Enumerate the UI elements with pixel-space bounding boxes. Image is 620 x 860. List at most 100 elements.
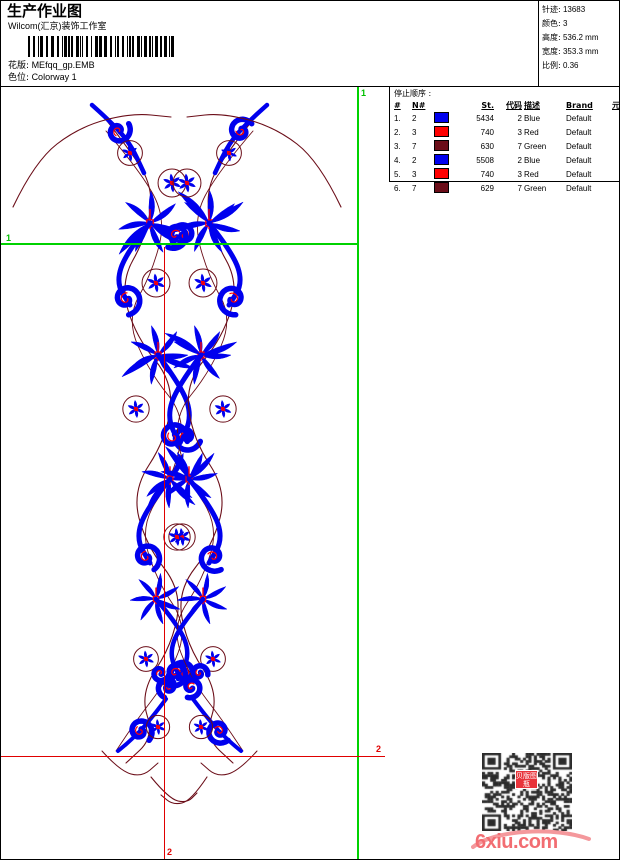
cell-description: Blue <box>524 114 541 123</box>
cell-description: Green <box>524 142 547 151</box>
col-stitches: St. <box>481 101 494 110</box>
info-row-scale: 比例: 0.36 <box>542 59 619 73</box>
site-watermark: 6xiu.com <box>471 827 611 855</box>
header-divider <box>1 86 619 87</box>
registration-horizontal-red <box>1 756 385 757</box>
cell-color-swatch <box>434 168 458 182</box>
colorway-label: 色位: <box>8 73 30 83</box>
info-key: 针迹: <box>542 5 561 14</box>
cell-needle: 3 <box>412 128 417 137</box>
cell-description: Red <box>524 170 539 179</box>
cell-code: 2 <box>517 156 522 165</box>
color-swatch <box>434 112 449 123</box>
table-row: 4. 2 5508 2 Blue Default <box>394 154 619 168</box>
cell-stitches: 740 <box>480 128 494 137</box>
info-row-height: 高度: 536.2 mm <box>542 31 619 45</box>
design-info-box: 针迹: 13683 颜色: 3 高度: 536.2 mm 宽度: 353.3 m… <box>538 1 619 86</box>
color-sequence-panel: 停止顺序 : # N# St. 代码 描述 Brand 元素 金片轮 1. 2 54… <box>389 87 619 193</box>
cell-index: 4. <box>394 156 401 165</box>
watermark-swoosh-icon <box>471 829 591 849</box>
cell-needle: 2 <box>412 156 417 165</box>
info-key: 颜色: <box>542 19 561 28</box>
info-value: 536.2 mm <box>562 33 599 42</box>
qr-code[interactable]: 贝版图瓶 <box>482 753 572 831</box>
cell-index: 2. <box>394 128 401 137</box>
registration-label-horizontal-green: 1 <box>6 233 12 243</box>
cell-brand: Default <box>566 128 592 137</box>
info-key: 宽度: <box>542 47 561 56</box>
design-file-label: 花版: <box>8 61 30 71</box>
color-swatch <box>434 140 449 151</box>
color-swatch <box>434 168 449 179</box>
cell-description: Red <box>524 128 539 137</box>
registration-label-horizontal-red: 2 <box>376 744 382 754</box>
cell-color-swatch <box>434 140 458 154</box>
design-file-row: 花版: MEfqq_gp.EMB <box>8 60 95 72</box>
cell-color-swatch <box>434 112 458 126</box>
table-row: 1. 2 5434 2 Blue Default <box>394 112 619 126</box>
info-row-colors: 颜色: 3 <box>542 17 619 31</box>
cell-index: 3. <box>394 142 401 151</box>
cell-needle: 2 <box>412 114 417 123</box>
qr-code-canvas[interactable] <box>482 753 572 831</box>
cell-brand: Default <box>566 170 592 179</box>
cell-code: 7 <box>517 142 522 151</box>
table-header-row: # N# St. 代码 描述 Brand 元素 金片轮 <box>394 100 620 112</box>
color-sequence-caption: 停止顺序 : <box>394 89 432 98</box>
col-needle: N# <box>412 101 426 110</box>
cell-color-swatch <box>434 126 458 140</box>
col-code: 代码 <box>506 101 522 110</box>
col-brand: Brand <box>566 101 593 110</box>
registration-label-vertical-green: 1 <box>361 88 367 98</box>
col-description: 描述 <box>524 101 540 110</box>
embroidery-stitch-preview <box>12 102 342 805</box>
cell-code: 2 <box>517 114 522 123</box>
colorway-value: Colorway 1 <box>31 72 77 82</box>
info-value: 13683 <box>562 5 586 14</box>
col-index: # <box>394 101 401 110</box>
registration-horizontal-green <box>1 243 357 245</box>
cell-color-swatch <box>434 154 458 168</box>
cell-code: 3 <box>517 170 522 179</box>
cell-brand: Default <box>566 184 592 193</box>
cell-description: Green <box>524 184 547 193</box>
cell-stitches: 630 <box>480 142 494 151</box>
info-value: 0.36 <box>562 61 579 70</box>
cell-index: 1. <box>394 114 401 123</box>
col-element: 元素 <box>612 101 620 110</box>
info-key: 高度: <box>542 33 561 42</box>
watermark-text: 6xiu.com <box>475 831 558 853</box>
design-canvas: 1 1 2 2 <box>1 87 619 859</box>
color-sequence-table: # N# St. 代码 描述 Brand 元素 金片轮 1.254342Blue… <box>394 100 620 196</box>
info-row-width: 宽度: 353.3 mm <box>542 45 619 59</box>
cell-brand: Default <box>566 142 592 151</box>
cell-needle: 7 <box>412 184 417 193</box>
cell-brand: Default <box>566 114 592 123</box>
table-row: 3. 7 630 7 Green Default <box>394 140 619 154</box>
registration-vertical-green <box>357 87 359 859</box>
cell-stitches: 5508 <box>476 156 494 165</box>
color-swatch <box>434 154 449 165</box>
cell-description: Blue <box>524 156 541 165</box>
cell-color-swatch <box>434 182 458 196</box>
company-name: Wilcom(汇京)装饰工作室 <box>8 21 107 31</box>
info-row-stitches: 针迹: 13683 <box>542 3 619 17</box>
table-row: 6. 7 629 7 Green Default <box>394 182 619 196</box>
design-file-value: MEfqq_gp.EMB <box>31 60 95 70</box>
info-key: 比例: <box>542 61 561 70</box>
cell-stitches: 5434 <box>476 114 494 123</box>
color-swatch <box>434 126 449 137</box>
qr-center-logo: 贝版图瓶 <box>515 770 538 789</box>
cell-index: 6. <box>394 184 401 193</box>
page-title: 生产作业图 <box>7 2 83 20</box>
cell-code: 3 <box>517 128 522 137</box>
registration-vertical-red <box>164 247 165 859</box>
barcode <box>28 36 176 57</box>
cell-needle: 7 <box>412 142 417 151</box>
cell-stitches: 740 <box>480 170 494 179</box>
info-value: 3 <box>562 19 568 28</box>
cell-brand: Default <box>566 156 592 165</box>
color-swatch <box>434 182 449 193</box>
